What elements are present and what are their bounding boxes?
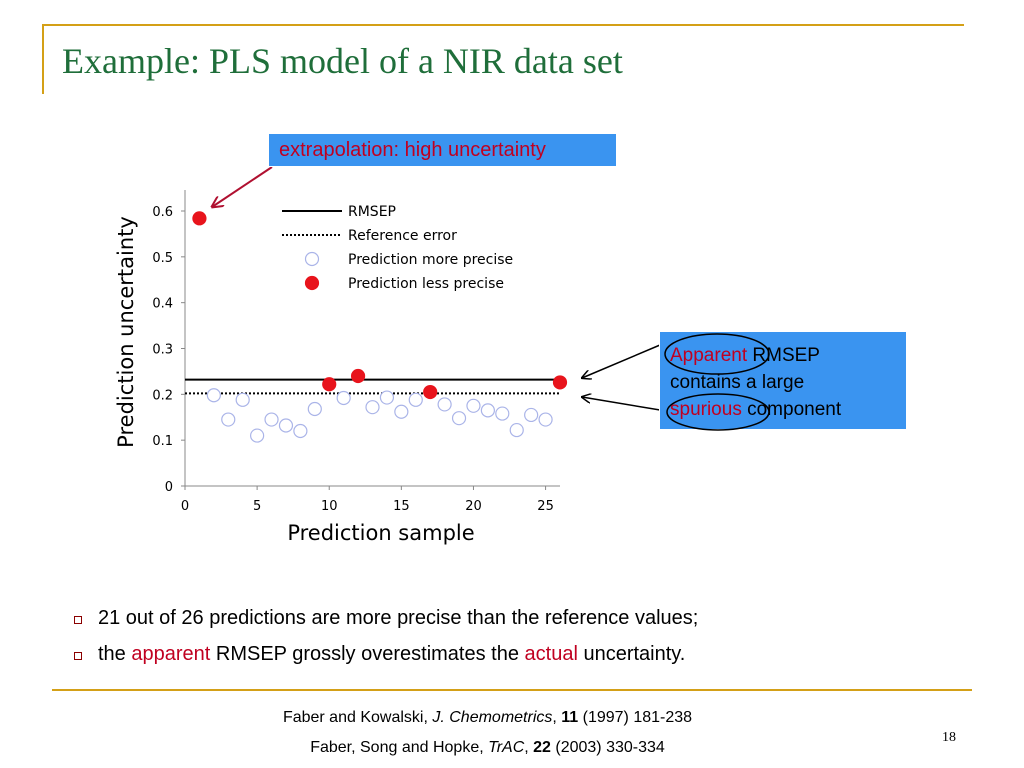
reference-item: Faber, Song and Hopke, TrAC, 22 (2003) 3…	[0, 733, 975, 763]
more-precise-point	[379, 390, 395, 405]
y-tick-label: 0.2	[152, 388, 173, 403]
rmsep-arrow-2	[582, 397, 661, 411]
more-precise-point	[307, 401, 322, 417]
reference-authors: Faber, Song and Hopke,	[310, 739, 489, 756]
title-accent-bar	[42, 24, 44, 94]
reference-sep: ,	[524, 739, 534, 756]
less-precise-point	[322, 377, 337, 392]
more-precise-point	[466, 398, 481, 413]
more-precise-point	[250, 428, 265, 443]
bullet-marker-icon	[74, 616, 82, 624]
reference-pages: (2003) 330-334	[550, 739, 665, 756]
more-precise-point	[451, 411, 467, 426]
bullet-item: the apparent RMSEP grossly overestimates…	[74, 636, 698, 672]
bullet-text-part: RMSEP grossly overestimates the	[210, 643, 525, 665]
callout-line-2: contains a large	[670, 372, 805, 393]
page-number: 18	[942, 730, 956, 745]
less-precise-point	[423, 384, 438, 400]
more-precise-point	[221, 412, 236, 427]
legend-label: RMSEP	[348, 204, 396, 220]
component-word: component	[741, 399, 842, 420]
y-tick-label: 0.5	[152, 251, 173, 266]
bullet-list: 21 out of 26 predictions are more precis…	[74, 600, 698, 672]
y-tick-label: 0.3	[152, 343, 173, 358]
more-precise-point	[278, 418, 294, 433]
legend-label: Prediction more precise	[348, 252, 513, 268]
x-axis-label: Prediction sample	[287, 521, 474, 545]
y-tick-label: 0.4	[152, 297, 173, 312]
y-tick-label: 0.1	[152, 434, 173, 449]
y-axis-label: Prediction uncertainty	[114, 216, 138, 448]
more-precise-point	[509, 422, 524, 438]
bullet-marker-icon	[74, 652, 82, 660]
bullet-item: 21 out of 26 predictions are more precis…	[74, 600, 698, 636]
reference-authors: Faber and Kowalski,	[282, 709, 433, 726]
more-precise-point	[394, 404, 409, 419]
more-precise-point	[437, 397, 452, 412]
rmsep-word: RMSEP	[747, 345, 820, 366]
more-precise-point	[206, 388, 221, 403]
more-precise-point	[235, 392, 250, 407]
reference-pages: (1997) 181-238	[578, 709, 693, 726]
more-precise-point	[524, 407, 539, 423]
reference-volume: 22	[533, 739, 551, 756]
top-rule	[42, 24, 964, 26]
x-tick-label: 10	[321, 499, 338, 514]
more-precise-point	[538, 412, 553, 427]
legend-swatch	[304, 251, 320, 267]
more-precise-point	[480, 403, 495, 418]
bullet-text: 21 out of 26 predictions are more precis…	[98, 607, 699, 629]
more-precise-point	[264, 412, 279, 427]
reference-journal: TrAC	[488, 739, 525, 756]
y-tick-label: 0	[165, 480, 173, 495]
apparent-word: Apparent	[670, 345, 748, 366]
extrapolation-callout: extrapolation: high uncertainty	[268, 133, 617, 167]
legend-label: Reference error	[348, 228, 457, 244]
bullet-text-part: uncertainty.	[577, 643, 686, 665]
y-tick-label: 0.6	[152, 205, 173, 220]
more-precise-point	[365, 400, 380, 415]
bottom-rule	[52, 689, 972, 691]
spurious-word: spurious	[670, 399, 742, 420]
extrapolation-arrow	[212, 166, 273, 207]
less-precise-point	[192, 211, 207, 226]
apparent-rmsep-callout: Apparent RMSEP contains a large spurious…	[659, 331, 907, 430]
x-tick-label: 15	[393, 499, 410, 514]
less-precise-point	[350, 368, 366, 384]
actual-highlight: actual	[524, 643, 578, 665]
bullet-text: the apparent RMSEP grossly overestimates…	[98, 636, 685, 672]
x-tick-label: 5	[253, 499, 261, 514]
reference-volume: 11	[561, 709, 579, 726]
x-tick-label: 25	[537, 499, 554, 514]
more-precise-point	[495, 406, 510, 421]
legend-label: Prediction less precise	[348, 276, 504, 292]
references: Faber and Kowalski, J. Chemometrics, 11 …	[0, 703, 975, 763]
reference-item: Faber and Kowalski, J. Chemometrics, 11 …	[0, 703, 975, 733]
rmsep-arrow-1	[582, 344, 661, 378]
x-tick-label: 0	[181, 499, 189, 514]
less-precise-point	[552, 375, 568, 390]
apparent-highlight: apparent	[131, 643, 211, 665]
reference-journal: J. Chemometrics	[432, 709, 553, 726]
more-precise-point	[336, 390, 351, 406]
x-tick-label: 20	[465, 499, 482, 514]
legend-swatch	[304, 275, 320, 291]
bullet-text-part: the	[98, 643, 132, 665]
reference-sep: ,	[552, 709, 562, 726]
more-precise-point	[408, 392, 423, 407]
slide-title: Example: PLS model of a NIR data set	[62, 41, 623, 81]
more-precise-point	[293, 423, 308, 439]
